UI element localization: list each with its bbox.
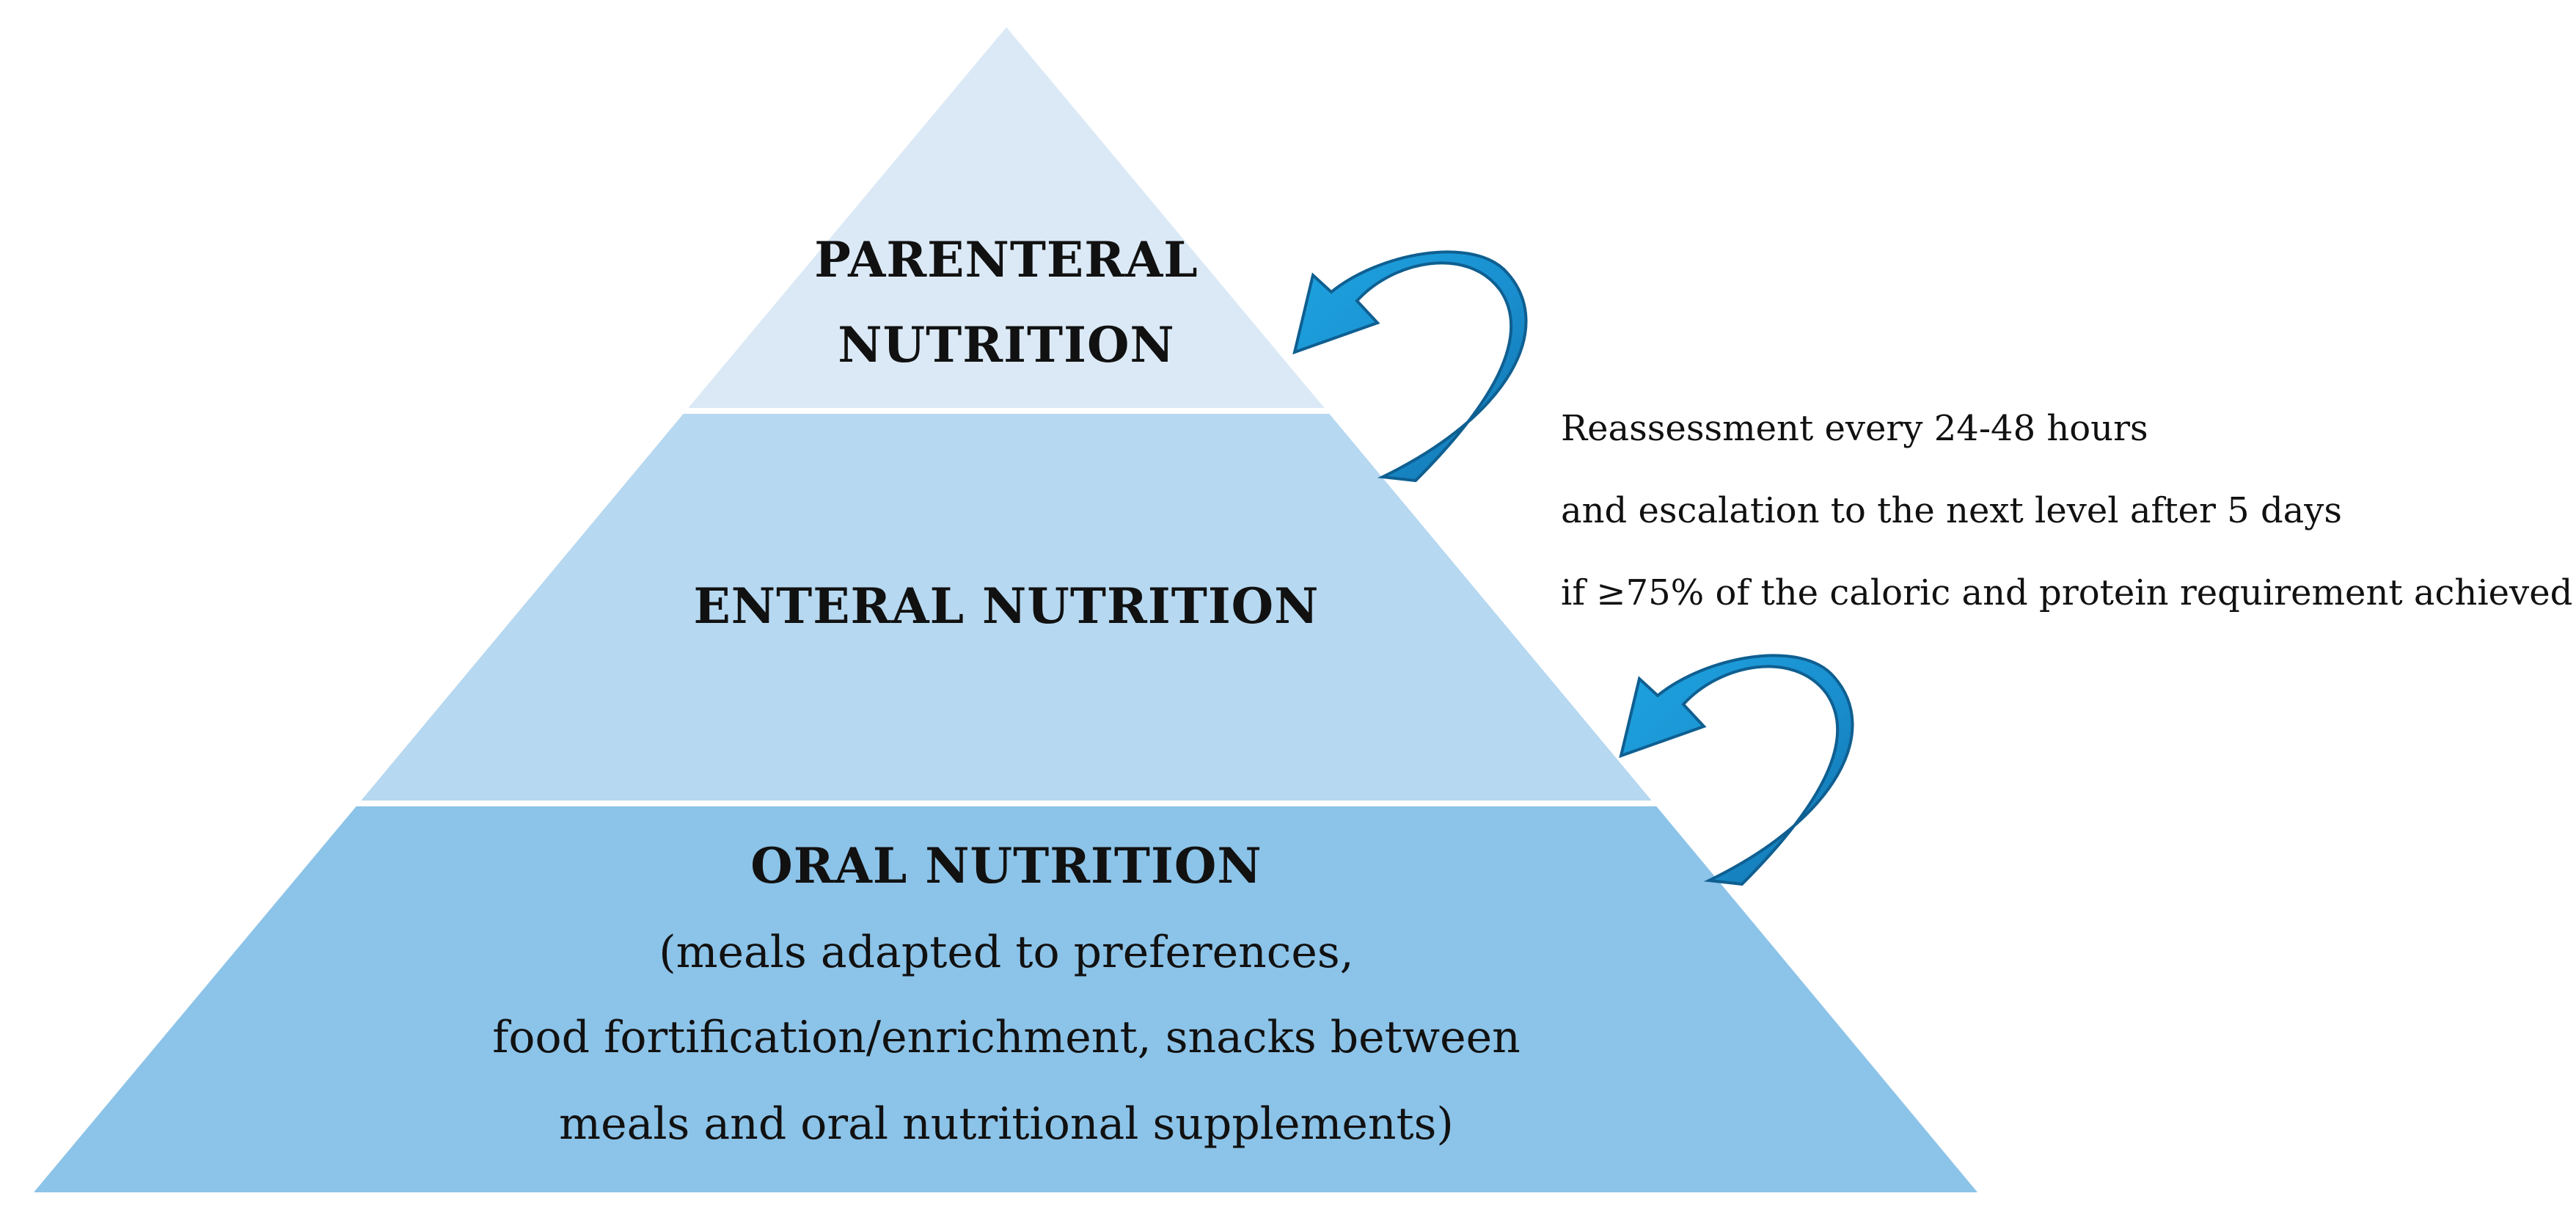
enteral-nutrition-tier <box>359 411 1654 803</box>
reassessment-note-line3: if ≥75% of the caloric and protein requi… <box>1561 572 2573 613</box>
escalation-arrow-lower-icon <box>1619 654 1854 886</box>
oral-detail-line3: meals and oral nutritional supplements) <box>559 1098 1454 1150</box>
parenteral-nutrition-tier <box>686 27 1327 411</box>
reassessment-note-line1: Reassessment every 24-48 hours <box>1561 408 2148 449</box>
oral-detail-line2: food fortification/enrichment, snacks be… <box>492 1012 1521 1063</box>
parenteral-label-line2: NUTRITION <box>838 316 1175 373</box>
oral-detail-line1: (meals adapted to preferences, <box>659 927 1354 978</box>
oral-nutrition-tier <box>34 803 1977 1192</box>
oral-label: ORAL NUTRITION <box>750 837 1262 894</box>
enteral-label: ENTERAL NUTRITION <box>693 577 1320 635</box>
reassessment-note-line2: and escalation to the next level after 5… <box>1561 490 2343 531</box>
parenteral-label-line1: PARENTERAL <box>814 231 1199 288</box>
escalation-arrow-upper-icon <box>1292 250 1528 483</box>
